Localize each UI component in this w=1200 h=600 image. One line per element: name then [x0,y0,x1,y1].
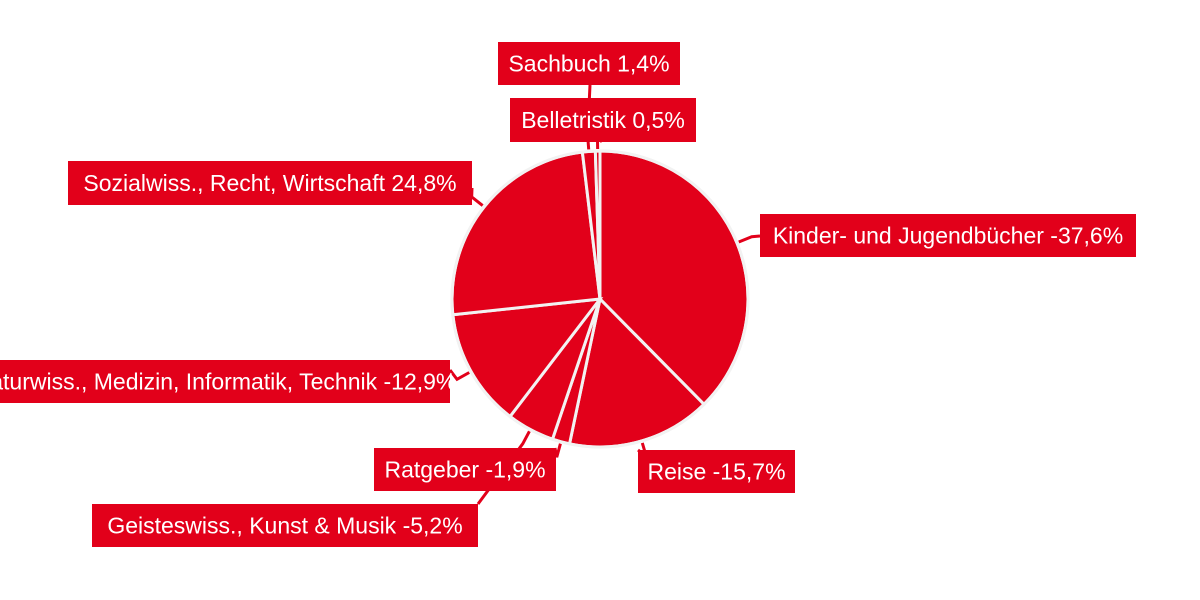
data-label-text: Ratgeber -1,9% [384,457,545,483]
data-label-box [0,360,450,403]
data-label-1: Kinder- und Jugendbücher -37,6% [760,214,1136,257]
pie-outline [450,149,750,449]
data-label-text: Kinder- und Jugendbücher -37,6% [773,223,1123,249]
data-label-7: Sachbuch 1,4% [498,42,680,85]
data-label-8: Belletristik 0,5% [510,98,696,142]
labels-layer: Kinder- und Jugendbücher -37,6% Reise -15… [0,42,1136,547]
data-label-2: Reise -15,7% [638,450,795,493]
data-label-text: Sachbuch 1,4% [508,51,669,77]
data-label-box [374,448,556,491]
data-label-text: Sozialwiss., Recht, Wirtschaft 24,8% [83,170,456,196]
data-label-box [498,42,680,85]
data-label-text: Reise -15,7% [647,459,785,485]
data-label-text: Geisteswiss., Kunst & Musik -5,2% [107,513,462,539]
data-label-box [92,504,478,547]
data-label-box [638,450,795,493]
data-label-3: Ratgeber -1,9% [374,448,556,491]
data-label-text: Naturwiss., Medizin, Informatik, Technik… [0,369,456,395]
data-label-5: Naturwiss., Medizin, Informatik, Technik… [0,360,456,403]
leader-line-6 [470,187,484,207]
leader-line-5 [448,369,470,382]
slices-layer [450,149,750,449]
data-label-box [760,214,1136,257]
data-label-box [510,98,696,142]
pie-slice-6 [450,150,602,317]
data-label-box [68,161,472,205]
leader-line-1 [738,234,761,244]
data-label-6: Sozialwiss., Recht, Wirtschaft 24,8% [68,161,472,205]
data-label-text: Belletristik 0,5% [521,107,685,133]
data-label-4: Geisteswiss., Kunst & Musik -5,2% [92,504,478,547]
